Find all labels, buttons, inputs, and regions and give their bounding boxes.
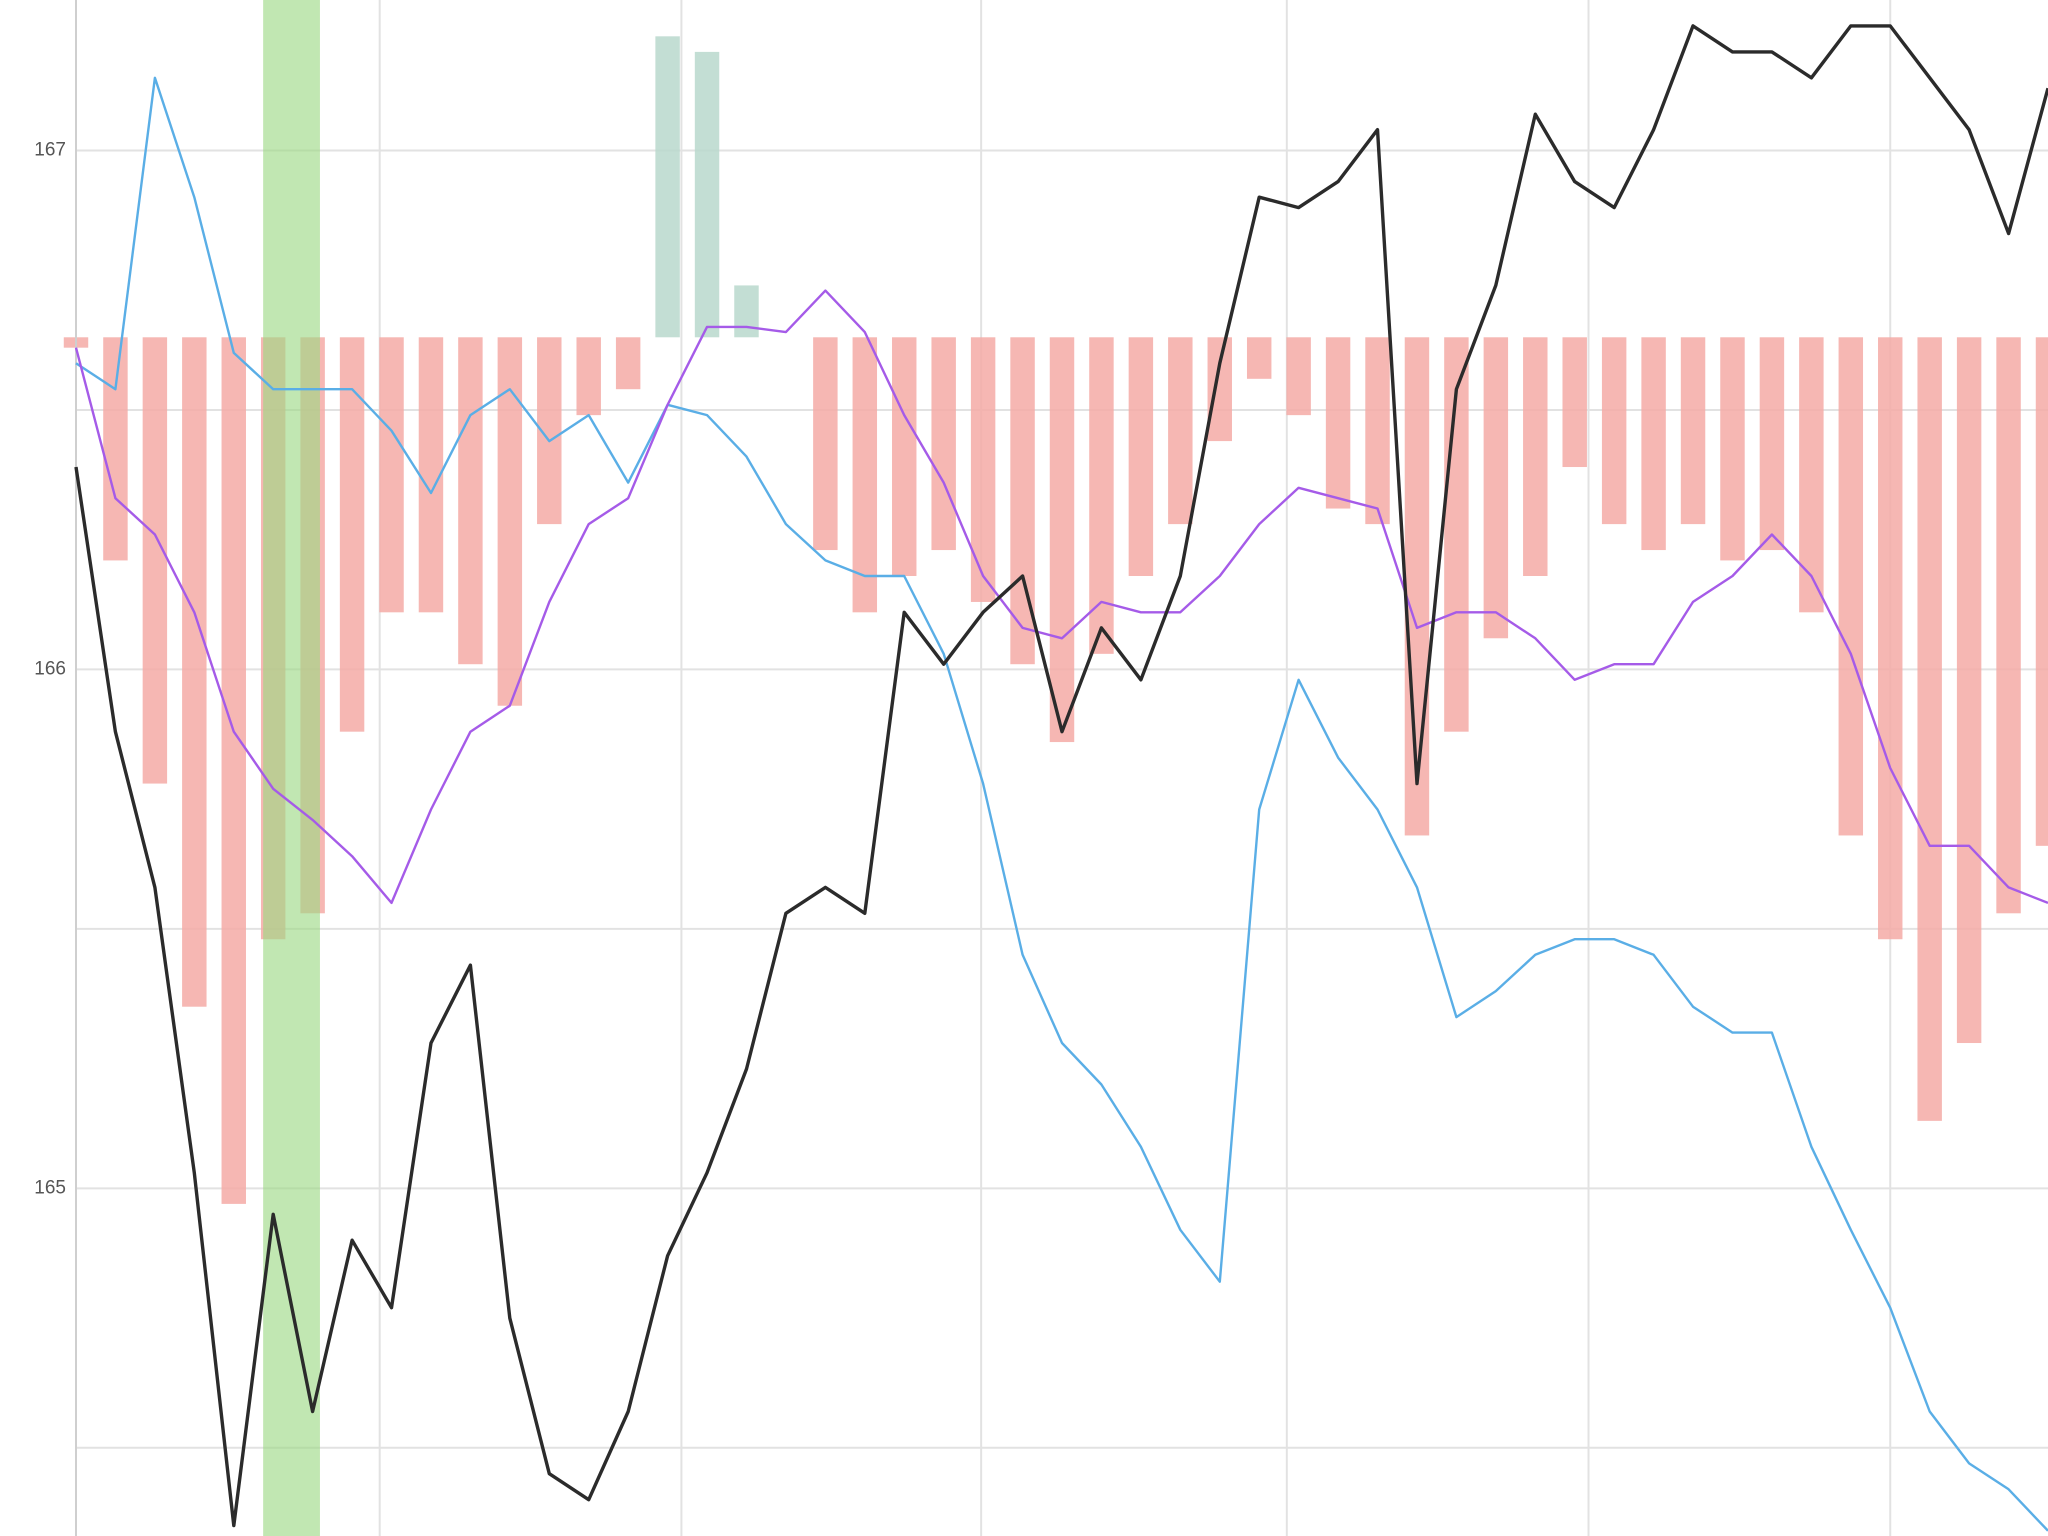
- histogram-bar: [1720, 337, 1745, 561]
- histogram-bar: [1680, 337, 1706, 525]
- histogram-bar: [1207, 337, 1232, 442]
- histogram-bar: [339, 337, 365, 732]
- histogram-bar: [1838, 337, 1864, 836]
- histogram-bar: [1089, 337, 1114, 654]
- histogram-bar: [1601, 337, 1627, 525]
- histogram-bar: [497, 337, 523, 706]
- histogram-bar: [379, 337, 404, 613]
- histogram-bar: [1996, 337, 2021, 914]
- histogram-bar: [694, 51, 720, 338]
- histogram-bar: [970, 337, 996, 602]
- histogram-bar: [1365, 337, 1390, 525]
- histogram-bar: [1049, 337, 1075, 743]
- histogram-bar: [1523, 337, 1548, 576]
- histogram-bar: [1878, 337, 1903, 940]
- histogram-bar: [813, 337, 838, 551]
- histogram-bar: [655, 36, 680, 338]
- histogram-bar: [1917, 337, 1942, 1121]
- histogram-bar: [931, 337, 956, 551]
- histogram-bar: [1483, 337, 1509, 639]
- histogram-bar: [734, 285, 759, 338]
- histogram-bar: [576, 337, 601, 416]
- series-line: [74, 289, 2048, 905]
- histogram-bar: [221, 337, 246, 1204]
- histogram-bar: [2035, 337, 2048, 846]
- histogram-bar: [1286, 337, 1311, 416]
- histogram-bar: [1759, 337, 1785, 551]
- y-tick-label: 165: [34, 1177, 66, 1198]
- series-line: [74, 24, 2048, 1528]
- histogram-bar: [1404, 337, 1430, 836]
- highlight-band: [263, 0, 320, 1536]
- histogram-bar: [1246, 337, 1272, 379]
- series-line: [75, 76, 2048, 1532]
- histogram-bar: [1641, 337, 1666, 551]
- histogram-bar: [1562, 337, 1587, 468]
- histogram-bar: [182, 337, 207, 1007]
- histogram-bar: [103, 337, 128, 561]
- histogram-bar: [892, 337, 917, 576]
- histogram-bar: [852, 337, 878, 613]
- histogram-bar: [142, 337, 168, 784]
- histogram-bar: [458, 337, 483, 665]
- y-tick-label: 166: [34, 658, 66, 679]
- y-tick-label: 167: [34, 140, 66, 161]
- histogram-bar: [1325, 337, 1351, 509]
- histogram-bar: [1168, 337, 1193, 525]
- histogram-bar: [1956, 337, 1982, 1044]
- histogram-bar: [1128, 337, 1154, 576]
- histogram-bar: [1799, 337, 1824, 613]
- histogram-bar: [615, 337, 641, 390]
